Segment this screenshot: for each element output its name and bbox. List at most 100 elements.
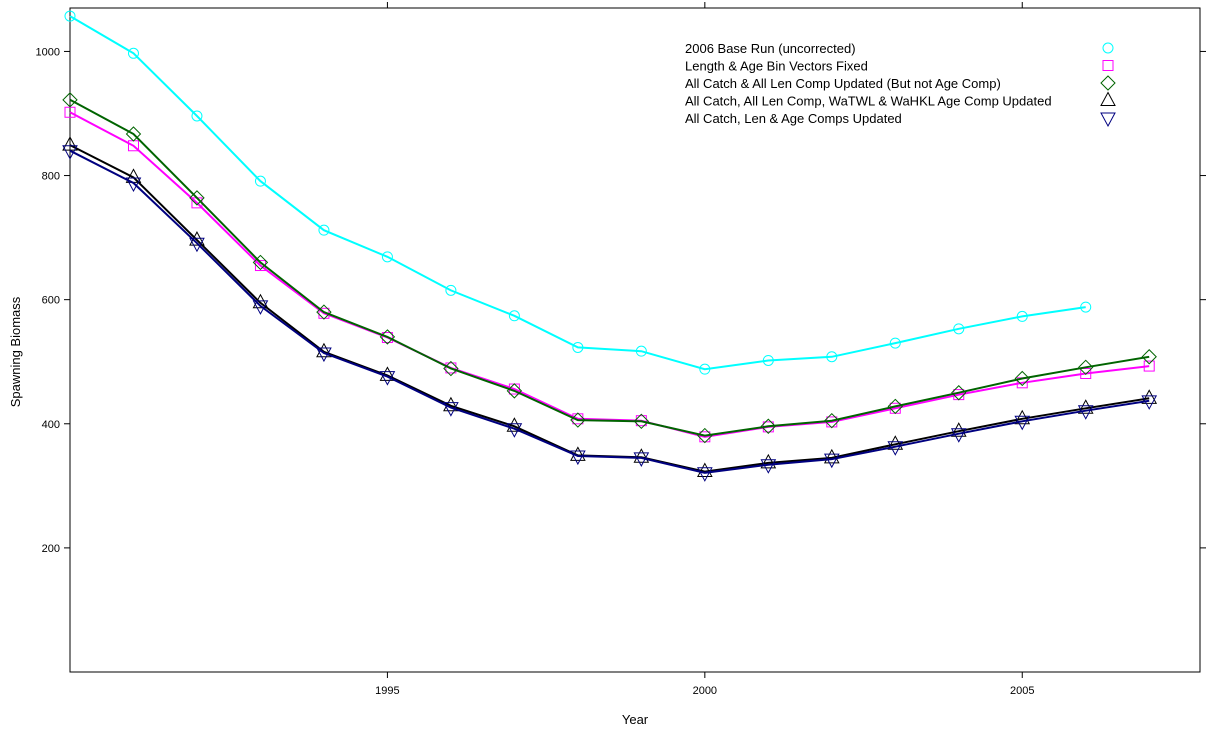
plot-frame [69,7,1201,673]
legend-marker-triangle-down [1100,112,1116,128]
data-point-triangle-down [570,450,586,466]
series-line [69,149,1150,474]
data-point-diamond [760,418,777,434]
data-point-diamond [951,385,967,401]
y-tick-label: 800 [42,171,60,183]
series-triangle-up [62,136,1158,478]
data-point-circle [826,351,838,363]
data-point-triangle-up [760,453,777,469]
data-point-triangle-down [633,452,650,467]
data-point-triangle-down [252,300,269,315]
y-tick-label: 600 [42,295,60,307]
legend-item: Length & Age Bin Vectors Fixed [685,59,1114,74]
data-point-triangle-down [696,467,713,482]
data-point-circle [508,310,520,322]
series-layer [62,10,1158,482]
data-point-triangle-down [1141,395,1158,410]
data-point-triangle-down [443,402,459,417]
legend-item: 2006 Base Run (uncorrected) [685,41,1114,56]
data-point-triangle-up [887,435,904,450]
legend-item: All Catch, Len & Age Comps Updated [685,111,1116,128]
data-point-triangle-up [379,366,396,381]
data-point-square [1080,368,1092,380]
data-point-diamond [1141,349,1157,365]
data-point-circle [127,47,139,59]
data-point-circle [953,323,965,335]
series-diamond [62,92,1157,444]
data-point-circle [254,175,266,187]
data-point-triangle-up [1014,409,1031,425]
data-point-circle [64,10,76,22]
data-point-square [445,362,457,374]
y-tick-label: 200 [42,543,60,555]
data-point-diamond [887,398,903,415]
data-point-diamond [443,360,459,377]
data-point-square [381,332,393,344]
y-tick-label: 1000 [36,46,60,58]
legend-marker-diamond [1100,75,1116,91]
data-point-diamond [697,427,713,444]
x-axis-title: Year [622,712,649,727]
data-point-circle [572,341,584,353]
series-triangle-down [62,145,1158,482]
series-circle [64,10,1092,375]
legend-item: All Catch, All Len Comp, WaTWL & WaHKL A… [685,91,1116,109]
legend-label: All Catch & All Len Comp Updated (But no… [685,76,1001,91]
data-point-circle [445,284,457,296]
data-point-diamond [570,412,586,428]
data-point-triangle-down [506,423,523,438]
data-point-circle [318,224,330,236]
data-point-triangle-down [316,347,332,363]
data-point-triangle-down [1014,415,1031,431]
data-point-circle [191,110,203,122]
legend-label: 2006 Base Run (uncorrected) [685,41,856,56]
data-point-diamond [125,126,142,142]
data-point-diamond [1014,370,1030,387]
data-point-triangle-up [506,417,523,432]
data-point-circle [889,337,901,349]
y-axis-title: Spawning Biomass [8,296,23,407]
data-point-circle [1016,310,1028,322]
data-point-triangle-down [125,177,142,193]
data-point-triangle-up [823,448,840,464]
x-tick-label: 2005 [1010,685,1034,697]
data-point-triangle-up [696,462,713,478]
data-point-circle [1080,301,1092,313]
data-point-triangle-up [633,448,650,463]
data-point-circle [699,363,711,375]
data-point-diamond [62,92,78,108]
data-point-square [1143,360,1155,372]
data-point-triangle-down [823,453,840,469]
data-point-diamond [379,329,396,345]
x-tick-label: 2000 [693,685,717,697]
data-point-triangle-up [443,396,459,412]
data-point-triangle-up [1141,389,1158,404]
data-point-circle [635,345,647,357]
y-tick-label: 400 [42,419,60,431]
data-point-diamond [824,412,840,429]
data-point-diamond [252,254,269,271]
data-point-triangle-down [379,371,396,386]
legend-marker-triangle-up [1100,91,1116,106]
x-tick-label: 1995 [375,685,399,697]
data-point-diamond [633,413,650,430]
data-point-triangle-up [950,422,967,437]
legend-item: All Catch & All Len Comp Updated (But no… [685,75,1116,91]
data-point-diamond [506,383,523,399]
data-point-triangle-down [760,459,777,474]
series-line [69,15,1086,371]
data-point-diamond [316,304,332,320]
legend-marker-circle [1102,42,1114,54]
data-point-diamond [189,190,205,206]
data-point-triangle-down [1077,405,1094,420]
data-point-triangle-down [62,145,78,160]
data-point-triangle-up [1077,399,1094,414]
data-point-circle [762,354,774,366]
series-line [69,144,1150,473]
axis-ticks: 1995 2000 2005 200 400 600 800 1000 [36,2,1206,697]
series-line [69,98,1150,437]
legend-label: All Catch, All Len Comp, WaTWL & WaHKL A… [685,94,1052,109]
data-point-triangle-down [189,237,205,253]
data-point-triangle-down [887,441,904,456]
